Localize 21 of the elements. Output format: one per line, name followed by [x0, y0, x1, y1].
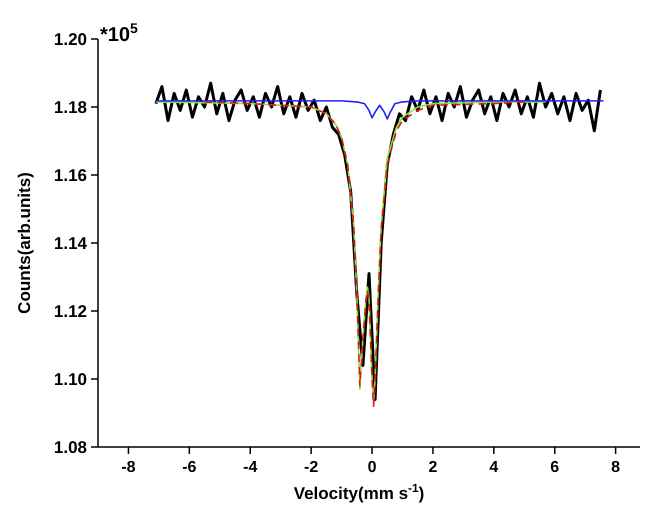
y-tick-label: 1.08 [54, 438, 87, 457]
x-tick-label: -4 [243, 459, 258, 476]
x-tick-label: -6 [182, 459, 197, 476]
x-tick-label: 4 [489, 459, 498, 476]
y-tick-label: 1.20 [54, 30, 87, 49]
x-tick-label: 0 [368, 459, 377, 476]
line-series [204, 101, 526, 407]
x-tick-label: 8 [611, 459, 620, 476]
x-tick-label: 6 [550, 459, 560, 476]
y-tick-label: 1.12 [54, 302, 87, 321]
y-tick-label: 1.16 [54, 166, 87, 185]
y-tick-label: 1.18 [54, 98, 87, 117]
line-series [155, 100, 604, 120]
y-axis-title: Counts(arb.units) [15, 172, 34, 314]
x-axis-title: Velocity(mm s$^{-1}$) [294, 481, 424, 503]
y-tick-label: 1.14 [54, 234, 88, 253]
annotation: *10$^{5}$ [100, 20, 138, 46]
y-tick-label: 1.10 [54, 370, 87, 389]
x-tick-label: -2 [304, 459, 318, 476]
x-tick-label: -8 [121, 459, 136, 476]
x-tick-label: 2 [428, 459, 438, 476]
